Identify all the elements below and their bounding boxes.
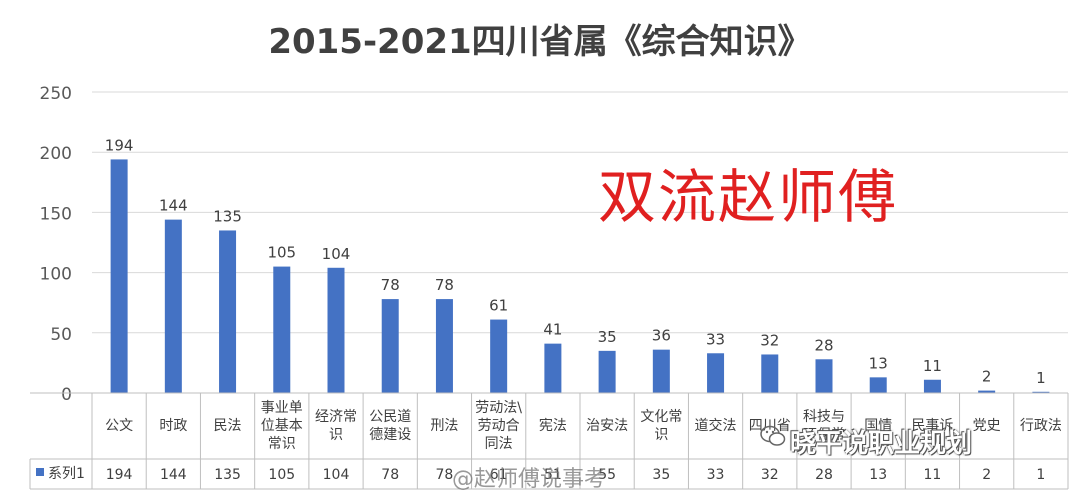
data-label: 104 <box>322 245 351 263</box>
x-tick-label: 党史 <box>973 418 1001 434</box>
bar <box>273 266 291 393</box>
bar <box>490 319 508 393</box>
bar <box>978 390 996 393</box>
bars-layer: 194 144 135 105 104 78 78 61 41 35 36 33 32 28 13 11 2 1 <box>105 136 1050 393</box>
x-tick-label: 宪法 <box>539 417 567 434</box>
data-label: 78 <box>435 276 454 294</box>
data-label: 61 <box>489 297 508 315</box>
bar <box>219 230 237 393</box>
x-tick-label: 劳动法\ <box>475 400 522 416</box>
table-value: 33 <box>707 467 725 483</box>
data-label: 13 <box>869 354 888 372</box>
x-tick-label: 位基本 <box>261 417 303 434</box>
table-value: 35 <box>652 467 670 483</box>
x-tick-label: 刑法 <box>430 418 458 434</box>
table-value: 11 <box>924 467 942 483</box>
x-tick-label: 公文 <box>105 418 133 434</box>
x-tick-label: 环保常 <box>803 427 845 443</box>
table-value: 13 <box>869 467 887 483</box>
watermark-red-text: 双流赵师傅 <box>598 163 899 231</box>
data-label: 36 <box>652 327 671 345</box>
x-tick-label: 识 <box>654 427 668 443</box>
data-label: 41 <box>543 321 562 339</box>
legend-series-name: 系列1 <box>48 466 85 482</box>
bar <box>652 349 670 393</box>
data-label: 135 <box>213 207 242 225</box>
x-tick-label: 识 <box>329 427 343 443</box>
table-value: 194 <box>106 467 133 483</box>
bar <box>707 353 725 393</box>
y-tick-label: 150 <box>40 204 72 224</box>
x-tick-label: 劳动合 <box>478 418 520 434</box>
table-value: 1 <box>1036 467 1045 483</box>
table-value: 104 <box>323 467 350 483</box>
x-tick-label: 治安法 <box>586 418 628 434</box>
x-tick-label: 常识 <box>268 436 296 452</box>
bar <box>110 159 128 393</box>
grid-layer: 0 50 100 150 200 250 <box>40 84 1068 405</box>
bar <box>761 354 779 393</box>
x-tick-label: 民法 <box>214 418 242 434</box>
bar <box>1032 391 1050 393</box>
table-value: 78 <box>381 467 399 483</box>
y-tick-label: 50 <box>50 325 72 345</box>
bar <box>435 299 453 393</box>
x-tick-label: 道交法 <box>695 417 737 434</box>
table-value: 135 <box>214 467 241 483</box>
y-tick-label: 200 <box>40 144 72 164</box>
x-tick-label: 同法 <box>485 436 513 452</box>
bar <box>164 219 182 393</box>
x-tick-label: 文化常 <box>640 409 682 425</box>
bar <box>598 350 616 393</box>
x-tick-label: 时政 <box>159 418 187 434</box>
x-tick-label: 经济常 <box>315 409 357 425</box>
x-tick-label: 公民道 <box>369 409 411 425</box>
x-tick-label: 行政法 <box>1020 418 1062 434</box>
x-tick-label: 国情 <box>864 418 892 434</box>
bar <box>381 299 399 393</box>
table-value: 61 <box>490 467 508 483</box>
table-value: 78 <box>436 467 454 483</box>
bar <box>869 377 887 393</box>
data-label: 105 <box>267 244 296 262</box>
data-label: 78 <box>381 276 400 294</box>
data-label: 194 <box>105 136 134 154</box>
data-label: 144 <box>159 197 188 215</box>
bar <box>815 359 833 393</box>
bar <box>327 267 345 393</box>
data-label: 35 <box>598 328 617 346</box>
table-value: 2 <box>982 467 991 483</box>
wechat-icon <box>760 425 786 446</box>
bar <box>544 343 562 393</box>
table-value: 51 <box>544 467 562 483</box>
watermark-weibo-text: @赵师傅说事考 <box>452 467 607 492</box>
table-value: 105 <box>268 467 295 483</box>
y-tick-label: 0 <box>61 385 72 405</box>
table-value: 144 <box>160 467 187 483</box>
legend-swatch <box>36 468 44 476</box>
x-tick-label: 事业单 <box>261 400 303 416</box>
data-label: 2 <box>982 368 992 386</box>
chart-title: 2015-2021四川省属《综合知识》 <box>268 22 812 62</box>
x-tick-label: 德建设 <box>369 427 411 443</box>
bar <box>923 379 941 393</box>
x-tick-label: 民事诉 <box>911 418 953 434</box>
data-label: 28 <box>814 336 833 354</box>
table-value: 55 <box>598 467 616 483</box>
data-label: 32 <box>760 331 779 349</box>
data-label: 1 <box>1036 369 1046 387</box>
y-tick-label: 100 <box>40 265 72 285</box>
table-value: 28 <box>815 467 833 483</box>
table-value: 32 <box>761 467 779 483</box>
x-tick-label: 科技与 <box>803 409 845 425</box>
watermark-wechat-text: 晓平说职业规划 <box>790 429 973 459</box>
data-label: 33 <box>706 330 725 348</box>
data-label: 11 <box>923 357 942 375</box>
y-tick-label: 250 <box>40 84 72 104</box>
